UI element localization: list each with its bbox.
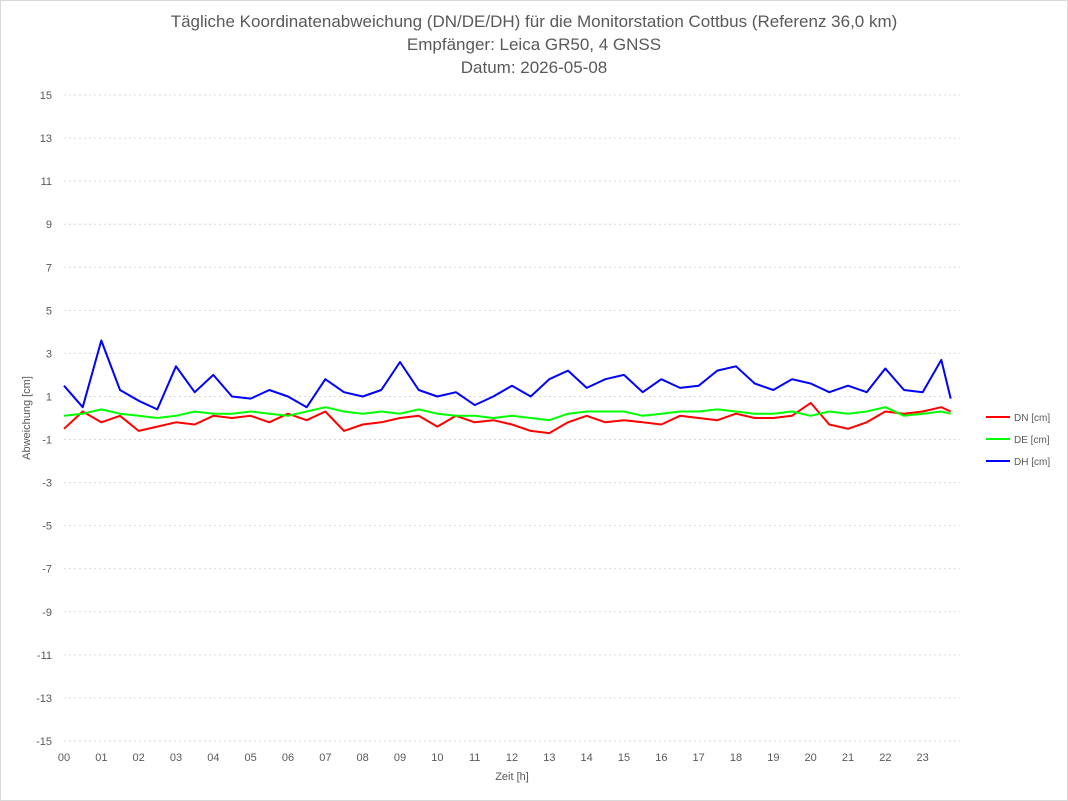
y-tick-label: 7 (46, 262, 52, 274)
x-tick-label: 02 (133, 752, 145, 764)
x-tick-label: 09 (394, 752, 406, 764)
legend-label: DH [cm] (1014, 457, 1050, 468)
grid-lines (64, 94, 960, 742)
x-tick-label: 22 (879, 752, 891, 764)
y-tick-label: -7 (42, 564, 52, 576)
x-tick-label: 15 (618, 752, 630, 764)
x-tick-label: 16 (655, 752, 667, 764)
x-tick-label: 14 (581, 752, 593, 764)
y-tick-label: 5 (46, 305, 52, 317)
y-tick-label: 11 (41, 176, 52, 188)
legend-label: DN [cm] (1014, 413, 1050, 424)
y-tick-label: 1 (46, 391, 52, 403)
y-tick-label: 9 (46, 219, 52, 231)
x-tick-label: 06 (282, 752, 294, 764)
y-tick-label: 3 (46, 348, 52, 360)
y-tick-label: -13 (36, 693, 52, 705)
chart-subtitle-receiver: Empfänger: Leica GR50, 4 GNSS (406, 35, 662, 54)
x-tick-label: 18 (730, 752, 742, 764)
y-axis-ticks: 15 13 11 9 7 5 3 1 -1 -3 -5 -7 -9 -11 -13 -15 (36, 90, 52, 748)
y-tick-label: 13 (40, 133, 52, 145)
x-tick-label: 04 (207, 752, 219, 764)
x-tick-label: 21 (842, 752, 854, 764)
x-tick-label: 03 (170, 752, 182, 764)
x-axis-label: Zeit [h] (495, 771, 529, 783)
x-tick-label: 01 (95, 752, 107, 764)
y-tick-label: -1 (42, 435, 52, 447)
x-tick-label: 12 (506, 752, 518, 764)
x-tick-label: 08 (357, 752, 369, 764)
y-tick-label: -5 (42, 521, 52, 533)
y-tick-label: -11 (37, 650, 52, 662)
x-tick-label: 07 (319, 752, 331, 764)
series-line-1 (63, 406, 951, 422)
x-tick-label: 10 (431, 752, 443, 764)
series-line-2 (63, 339, 952, 411)
x-tick-label: 20 (805, 752, 817, 764)
x-tick-label: 05 (245, 752, 257, 764)
x-axis-ticks: 00 01 02 03 04 05 06 07 08 09 10 11 12 13 14 15 16 17 18 19… (58, 752, 929, 764)
x-tick-label: 17 (693, 752, 705, 764)
series-line-0 (63, 401, 952, 435)
x-tick-label: 23 (917, 752, 929, 764)
chart-subtitle-date: Datum: 2026-05-08 (460, 58, 608, 77)
y-axis-label: Abweichung [cm] (21, 376, 33, 460)
series-lines (63, 339, 952, 435)
y-tick-label: -9 (42, 607, 52, 619)
x-tick-label: 19 (767, 752, 779, 764)
y-tick-label: -15 (36, 736, 52, 748)
y-tick-label: -3 (42, 478, 52, 490)
legend: DN [cm] DE [cm] DH [cm] (986, 413, 1050, 468)
legend-label: DE [cm] (1014, 435, 1050, 446)
x-tick-label: 13 (543, 752, 555, 764)
x-tick-label: 11 (469, 752, 480, 764)
chart-title: Tägliche Koordinatenabweichung (DN/DE/DH… (170, 12, 898, 31)
x-tick-label: 00 (58, 752, 70, 764)
y-tick-label: 15 (40, 90, 52, 102)
